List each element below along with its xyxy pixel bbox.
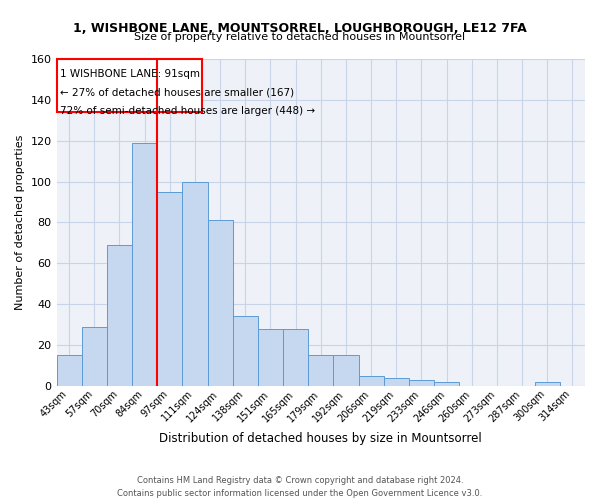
Bar xyxy=(334,356,359,386)
Text: Size of property relative to detached houses in Mountsorrel: Size of property relative to detached ho… xyxy=(134,32,466,42)
Text: 1 WISHBONE LANE: 91sqm: 1 WISHBONE LANE: 91sqm xyxy=(60,69,200,79)
Bar xyxy=(182,182,208,386)
Bar xyxy=(56,356,82,386)
Text: ← 27% of detached houses are smaller (167): ← 27% of detached houses are smaller (16… xyxy=(59,88,293,98)
Bar xyxy=(535,382,560,386)
Text: Contains HM Land Registry data © Crown copyright and database right 2024.
Contai: Contains HM Land Registry data © Crown c… xyxy=(118,476,482,498)
Bar xyxy=(157,192,182,386)
Bar xyxy=(383,378,409,386)
Bar xyxy=(57,59,202,112)
Text: 72% of semi-detached houses are larger (448) →: 72% of semi-detached houses are larger (… xyxy=(59,106,314,116)
Bar xyxy=(359,376,383,386)
Text: 1, WISHBONE LANE, MOUNTSORREL, LOUGHBOROUGH, LE12 7FA: 1, WISHBONE LANE, MOUNTSORREL, LOUGHBORO… xyxy=(73,22,527,36)
X-axis label: Distribution of detached houses by size in Mountsorrel: Distribution of detached houses by size … xyxy=(160,432,482,445)
Bar xyxy=(283,329,308,386)
Bar xyxy=(409,380,434,386)
Bar xyxy=(132,143,157,386)
Bar xyxy=(233,316,258,386)
Bar xyxy=(308,356,334,386)
Bar xyxy=(434,382,459,386)
Bar xyxy=(208,220,233,386)
Y-axis label: Number of detached properties: Number of detached properties xyxy=(15,135,25,310)
Bar xyxy=(107,245,132,386)
Bar xyxy=(82,326,107,386)
Bar xyxy=(258,329,283,386)
